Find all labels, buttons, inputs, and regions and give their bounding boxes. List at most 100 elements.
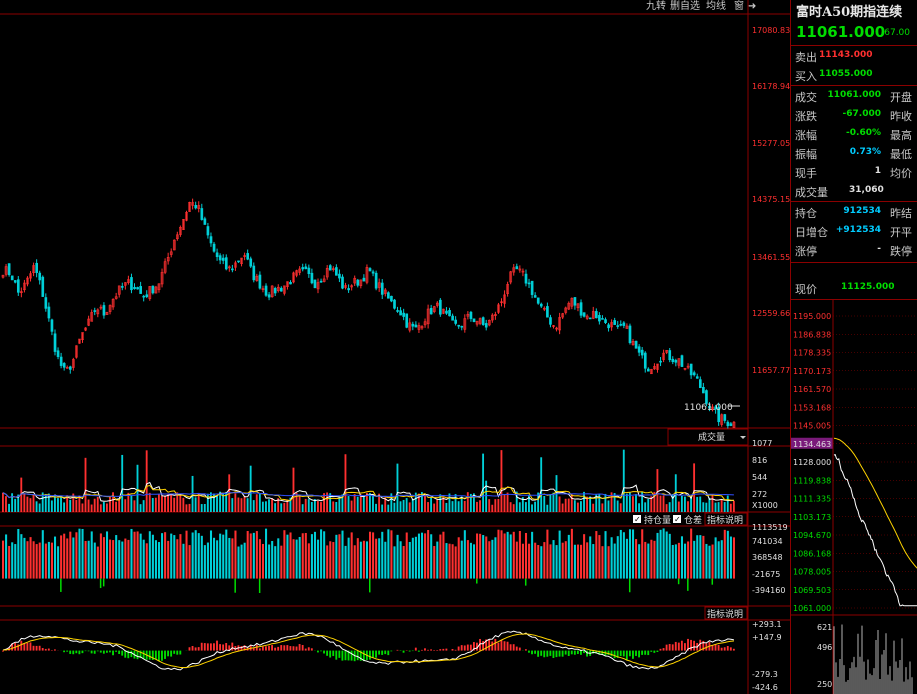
volume-bar bbox=[350, 500, 353, 512]
high-label: 最高 bbox=[890, 129, 912, 142]
oi-diff-bar bbox=[628, 578, 631, 593]
volume-bar bbox=[8, 503, 10, 512]
macd-histogram-bar bbox=[35, 645, 38, 651]
oi-bar bbox=[573, 544, 576, 579]
candle bbox=[362, 277, 366, 282]
oi-bar bbox=[335, 534, 338, 579]
candle bbox=[283, 285, 286, 294]
volume-bar bbox=[702, 502, 705, 512]
volume-bar bbox=[365, 492, 368, 512]
candle bbox=[521, 270, 525, 273]
macd-histogram-bar bbox=[656, 650, 659, 653]
macd-histogram-bar bbox=[372, 650, 374, 658]
macd-histogram-bar bbox=[583, 650, 585, 654]
kline-chart-area[interactable]: 17080.83 16178.94 15277.05 14375.15 13461.55… bbox=[0, 0, 790, 694]
macd-histogram-bar bbox=[650, 650, 653, 652]
candle bbox=[588, 317, 592, 320]
oi-diff-bar bbox=[711, 578, 714, 585]
volume-bar bbox=[41, 492, 44, 512]
macd-histogram-bar bbox=[228, 645, 231, 651]
oi-bar bbox=[488, 541, 491, 579]
macd-histogram-bar bbox=[512, 644, 515, 651]
candle bbox=[68, 366, 72, 370]
candle bbox=[133, 286, 136, 290]
oi-bar bbox=[479, 533, 482, 579]
arrow-right-bar-icon[interactable]: ➜ bbox=[748, 1, 757, 12]
macd-histogram-bar bbox=[500, 639, 503, 651]
candle bbox=[628, 325, 632, 344]
candle bbox=[41, 276, 45, 297]
toolbar-window-button[interactable]: 窗 bbox=[734, 1, 744, 12]
oi-bar bbox=[393, 546, 396, 579]
toolbar-nine-turn-button[interactable]: 九转 bbox=[646, 1, 666, 12]
macd-histogram-bar bbox=[20, 640, 23, 651]
macd-histogram-bar bbox=[632, 650, 634, 659]
volume-bar bbox=[222, 493, 225, 512]
candle bbox=[432, 306, 436, 312]
oi-bar bbox=[469, 542, 472, 579]
macd-histogram-bar bbox=[619, 650, 622, 657]
candle bbox=[344, 285, 347, 288]
volume-bar bbox=[638, 503, 640, 512]
toolbar-remove-favorite-button[interactable]: 删自选 bbox=[670, 1, 700, 12]
volume-bar bbox=[298, 495, 301, 512]
macd-histogram-bar bbox=[188, 647, 191, 651]
candle bbox=[665, 350, 669, 353]
candle bbox=[237, 260, 240, 263]
oi-bar bbox=[466, 540, 469, 579]
macd-histogram-bar bbox=[702, 640, 705, 651]
toolbar-ma-button[interactable]: 均线 bbox=[706, 1, 726, 12]
oi-bar bbox=[341, 530, 344, 579]
candle bbox=[273, 287, 277, 294]
amp-value: 0.73% bbox=[849, 147, 881, 157]
macd-axis-tick: +293.1 bbox=[752, 620, 782, 629]
macd-histogram-bar bbox=[378, 650, 381, 655]
oi-bar bbox=[57, 546, 60, 579]
macd-histogram-bar bbox=[485, 639, 488, 651]
intraday-chart[interactable]: 1195.000 1186.838 1178.335 1170.173 1161.570… bbox=[791, 300, 917, 694]
macd-histogram-bar bbox=[286, 645, 289, 651]
candle bbox=[267, 294, 271, 298]
oi-bar bbox=[723, 529, 726, 579]
deal-row: 成交 11061.000 开盘 bbox=[791, 86, 917, 105]
volume-bar bbox=[466, 492, 469, 512]
macd-histogram-bar bbox=[723, 647, 726, 651]
candle bbox=[708, 405, 711, 409]
oi-axis-tick: -21675 bbox=[752, 570, 780, 579]
macd-histogram-bar bbox=[161, 650, 163, 661]
volume-bar bbox=[482, 453, 485, 512]
candle bbox=[172, 239, 176, 251]
candle bbox=[417, 325, 421, 330]
candle bbox=[139, 286, 142, 294]
candle bbox=[206, 226, 210, 236]
oi-bar bbox=[622, 532, 625, 579]
volume-bar bbox=[344, 454, 347, 512]
oi-bar bbox=[206, 542, 209, 579]
volume-bar bbox=[14, 498, 17, 512]
candle bbox=[564, 307, 568, 313]
candle bbox=[72, 359, 75, 368]
candle bbox=[117, 285, 121, 295]
oi-bar bbox=[5, 534, 8, 579]
volume-label-box bbox=[667, 428, 749, 446]
candle bbox=[659, 360, 662, 363]
volume-bar bbox=[393, 502, 396, 512]
oi-bar bbox=[326, 545, 329, 579]
oi-bar bbox=[546, 529, 549, 579]
macd-histogram-bar bbox=[112, 650, 114, 656]
candle bbox=[420, 326, 424, 329]
volume-bar bbox=[369, 492, 371, 512]
candle bbox=[4, 266, 8, 275]
volume-bar bbox=[506, 492, 509, 512]
oi-bar bbox=[231, 538, 234, 579]
candle bbox=[561, 313, 565, 318]
oi-bar bbox=[641, 529, 644, 579]
volume-bar bbox=[133, 500, 136, 512]
candle bbox=[114, 296, 118, 299]
intraday-volume-tick: 250 bbox=[817, 680, 832, 689]
candle bbox=[579, 302, 583, 316]
macd-histogram-bar bbox=[659, 648, 662, 651]
oi-diff-bar bbox=[258, 578, 261, 594]
volume-bar bbox=[570, 494, 573, 512]
macd-histogram-bar bbox=[674, 641, 677, 651]
